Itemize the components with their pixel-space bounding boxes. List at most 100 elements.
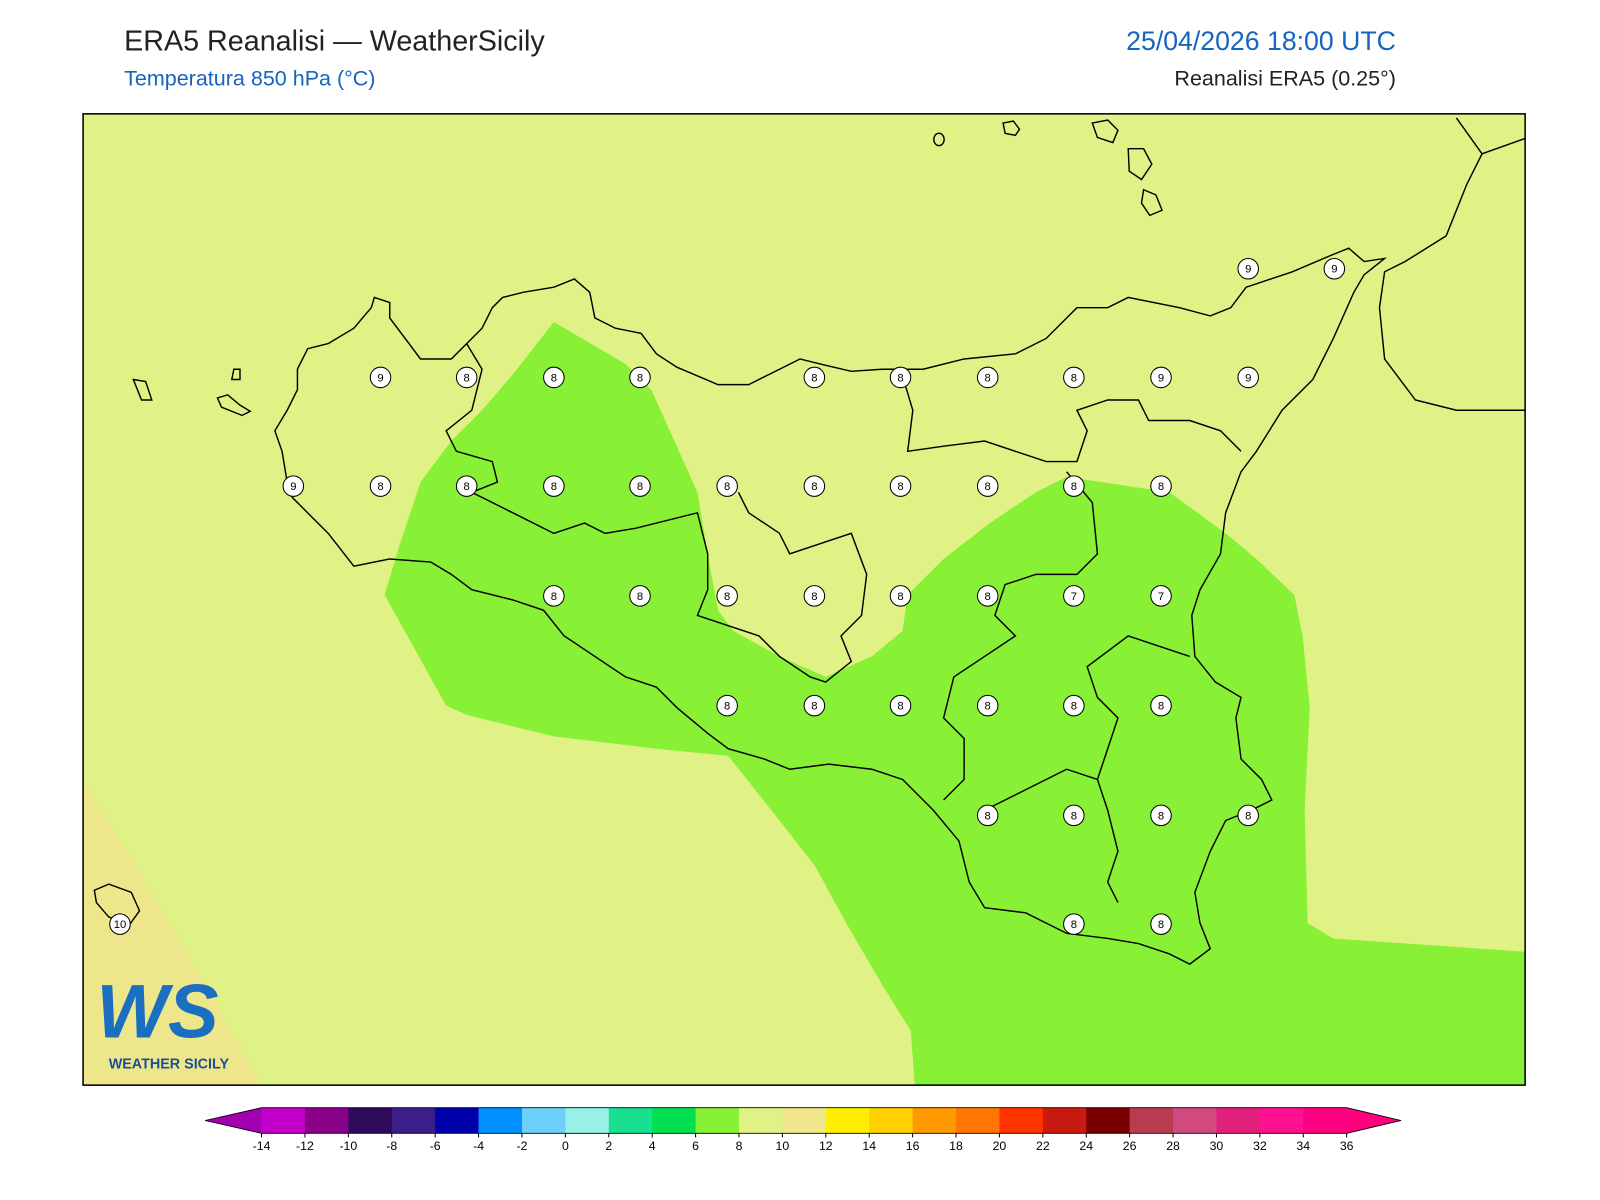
colorbar-tick-label: 18 <box>949 1139 963 1153</box>
station-marker <box>716 694 738 717</box>
station-value: 9 <box>1158 372 1164 384</box>
station-value: 8 <box>1158 810 1164 822</box>
logo: WS WEATHER SICILY <box>96 969 229 1072</box>
colorbar-tick-label: 6 <box>692 1139 699 1153</box>
colorbar-segment <box>1042 1107 1087 1134</box>
colorbar-segment <box>608 1107 653 1134</box>
station-marker <box>1150 694 1172 717</box>
colorbar-tick-label: 34 <box>1296 1139 1310 1153</box>
source: Reanalisi ERA5 (0.25°) <box>1174 67 1395 91</box>
colorbar-segment <box>348 1107 393 1134</box>
colorbar-tick-label: 14 <box>862 1139 876 1153</box>
station-marker <box>1063 913 1085 935</box>
station-value: 8 <box>1071 481 1077 493</box>
colorbar-tick-label: -14 <box>253 1139 271 1153</box>
station-value: 8 <box>637 481 643 493</box>
station-value: 8 <box>1158 701 1164 713</box>
station-marker <box>803 366 826 389</box>
station-marker <box>976 585 999 607</box>
station-value: 8 <box>811 481 817 493</box>
colorbar-segment <box>869 1107 914 1134</box>
colorbar-tick-label: 8 <box>736 1139 743 1153</box>
colorbar-tick-label: -12 <box>296 1139 314 1153</box>
station-value: 8 <box>985 591 991 603</box>
datetime: 25/04/2026 18:00 UTC <box>1126 26 1396 56</box>
station-value: 8 <box>551 372 557 384</box>
station-marker <box>1150 366 1172 389</box>
station-marker <box>889 585 912 607</box>
station-value: 8 <box>1071 701 1077 713</box>
station-marker <box>629 366 651 389</box>
coastlines <box>93 117 1526 965</box>
colorbar-segment <box>738 1107 783 1134</box>
colorbar-segment <box>304 1107 349 1134</box>
station-marker <box>803 475 826 497</box>
station-marker <box>1237 257 1259 280</box>
station-marker <box>1063 585 1085 607</box>
station-value: 8 <box>724 701 730 713</box>
colorbar-tick-label: 32 <box>1253 1139 1267 1153</box>
station-value: 8 <box>1158 919 1164 931</box>
station-value: 8 <box>1071 810 1077 822</box>
station-value: 8 <box>464 481 470 493</box>
station-marker <box>109 913 131 935</box>
colorbar-tick-label: 16 <box>906 1139 920 1153</box>
colorbar-tick-label: 4 <box>649 1139 656 1153</box>
calabria-coast <box>1378 117 1526 411</box>
station-marker <box>543 366 565 389</box>
station-marker <box>455 366 478 389</box>
colorbar-tick-label: 20 <box>993 1139 1007 1153</box>
station-value: 8 <box>897 591 903 603</box>
colorbar-tick-label: 26 <box>1123 1139 1137 1153</box>
station-value: 7 <box>1071 591 1077 603</box>
field-cool <box>384 322 1526 1086</box>
colorbar-segment <box>435 1107 480 1134</box>
station-marker <box>1063 366 1085 389</box>
station-marker <box>1150 475 1172 497</box>
colorbar-segment <box>1259 1107 1304 1134</box>
station-marker <box>369 366 392 389</box>
station-value: 8 <box>464 372 470 384</box>
station-value: 8 <box>551 591 557 603</box>
colorbar-extend-low <box>205 1107 262 1134</box>
colorbar-tick-label: -2 <box>517 1139 528 1153</box>
station-value: 8 <box>637 591 643 603</box>
colorbar-segment <box>912 1107 957 1134</box>
colorbar-segment <box>782 1107 827 1134</box>
station-marker <box>455 475 478 497</box>
sicily-coast <box>274 247 1388 965</box>
station-marker <box>716 585 738 607</box>
station-marker <box>889 366 912 389</box>
station-value: 8 <box>377 481 383 493</box>
station-value: 9 <box>1245 264 1251 276</box>
colorbar-tick-label: 30 <box>1210 1139 1224 1153</box>
stations: 9 9 9 8 8 8 8 8 8 8 9 9 9 8 8 8 8 8 8 8 8 8 8 8 8 8 8 8 8 7 7 8 8 8 8 8 8 8 8 8… <box>109 257 1346 935</box>
station-marker <box>369 475 392 497</box>
station-marker <box>803 694 826 717</box>
station-marker <box>1237 804 1259 827</box>
colorbar-segment <box>1303 1107 1348 1134</box>
station-value: 9 <box>1331 264 1337 276</box>
station-value: 8 <box>1245 810 1251 822</box>
subtitle: Temperatura 850 hPa (°C) <box>124 67 375 91</box>
station-marker <box>629 585 651 607</box>
colorbar-segment <box>478 1107 523 1134</box>
station-marker <box>629 475 651 497</box>
colorbar-tick-label: -10 <box>339 1139 357 1153</box>
station-value: 8 <box>985 372 991 384</box>
station-marker <box>1150 804 1172 827</box>
station-marker <box>1063 475 1085 497</box>
station-value: 9 <box>377 372 383 384</box>
colorbar-segment <box>999 1107 1044 1134</box>
colorbar-extend-high <box>1346 1107 1402 1134</box>
station-value: 8 <box>724 481 730 493</box>
station-value: 8 <box>724 591 730 603</box>
colorbar-tick-label: 24 <box>1079 1139 1093 1153</box>
station-marker <box>976 804 999 827</box>
map-area: 9 9 9 8 8 8 8 8 8 8 9 9 9 8 8 8 8 8 8 8 8 8 8 8 8 8 8 8 8 7 7 8 8 8 8 8 8 8 8 8… <box>83 113 1526 1086</box>
map-frame <box>82 113 1526 1086</box>
station-value: 8 <box>1071 919 1077 931</box>
colorbar-segment <box>1086 1107 1131 1134</box>
station-value: 9 <box>1245 372 1251 384</box>
